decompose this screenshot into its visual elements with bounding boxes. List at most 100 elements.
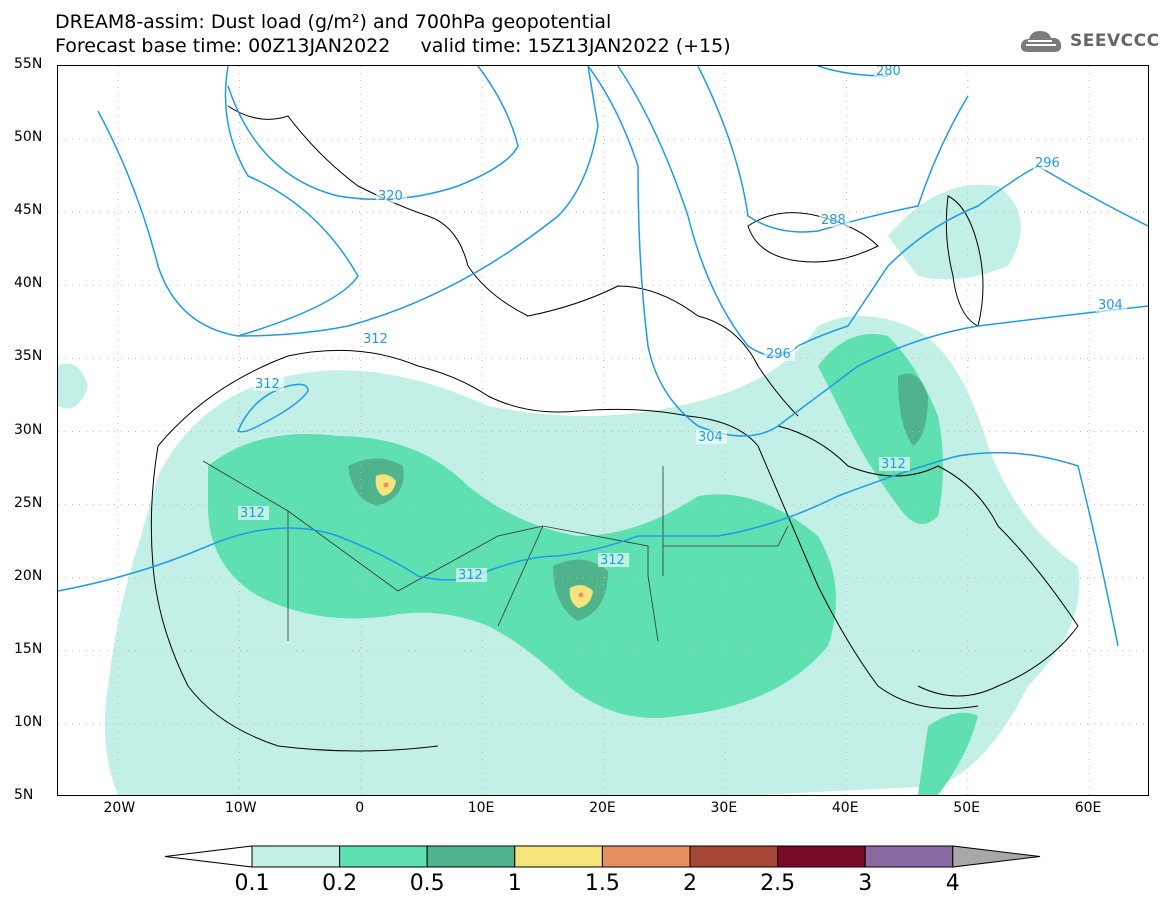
dust-field: [58, 184, 1080, 795]
lon-tick-label: 20E: [589, 800, 616, 816]
title-line-2: Forecast base time: 00Z13JAN2022 valid t…: [55, 35, 731, 57]
contour-label-bg: [1096, 298, 1127, 312]
country-borders: [202, 460, 789, 642]
contour-label-bg: [819, 213, 850, 227]
coastline-africa-west: [150, 445, 439, 752]
lon-tick-label: 0: [355, 800, 365, 816]
contour-312-north: [237, 66, 599, 337]
lat-tick-label: 5N: [14, 787, 34, 803]
coastline-europe: [227, 105, 799, 417]
contour-320: [97, 66, 519, 337]
contour-label: 312: [363, 332, 388, 347]
contour-label-bg: [253, 377, 284, 391]
dust-area-medium-horn: [918, 712, 978, 795]
contour-label: 296: [766, 347, 791, 362]
colorbar-segment: [339, 845, 428, 868]
contour-label-bg: [238, 506, 269, 520]
dust-peak-2: [578, 592, 584, 598]
colorbar-level-label: 3: [858, 871, 873, 896]
colorbar-segments: [164, 845, 1041, 868]
contour-label: 304: [698, 430, 723, 445]
contour-label-bg: [764, 347, 795, 361]
contour-label: 312: [458, 568, 483, 583]
logo-text: SEEVCCC: [1070, 31, 1160, 51]
lon-tick-label: 10W: [224, 800, 257, 816]
contour-label-bg: [874, 66, 905, 78]
contour-label: 304: [1098, 298, 1123, 313]
contour-label: 312: [240, 506, 265, 521]
lat-tick-label: 45N: [14, 202, 43, 219]
seevccc-logo: SEEVCCC: [1018, 26, 1160, 56]
dust-area-light-caspian: [888, 184, 1021, 280]
colorbar-level-label: 1.5: [584, 871, 620, 896]
lat-tick-label: 15N: [14, 640, 43, 657]
lon-tick-label: 50E: [953, 800, 980, 816]
lon-tick-label: 10E: [467, 800, 495, 816]
contour-label: 312: [600, 553, 625, 568]
coastline-africa-north: [157, 349, 759, 447]
coastline-black-sea: [747, 212, 879, 263]
colorbar-segment: [251, 845, 341, 868]
cloud-icon: [1020, 31, 1062, 52]
contour-label-bg: [376, 189, 407, 203]
contour-label: 312: [881, 457, 906, 472]
contour-label: 288: [821, 213, 846, 228]
lon-tick-label: 40E: [831, 800, 859, 816]
colorbar-max-arrow: [952, 845, 1041, 868]
lat-tick-label: 20N: [14, 567, 43, 584]
contour-296: [617, 66, 1148, 357]
contour-288: [697, 66, 969, 233]
colorbar-segment: [514, 845, 603, 868]
colorbar: [164, 845, 1041, 868]
colorbar-level-label: 2.5: [760, 871, 796, 896]
coastline-red-sea: [757, 445, 979, 709]
colorbar-level-label: 4: [945, 871, 960, 896]
contour-label: 320: [378, 189, 403, 204]
colorbar-segment: [601, 845, 691, 868]
map-title: DREAM8-assim: Dust load (g/m²) and 700hP…: [55, 10, 731, 58]
contour-312-loop: [237, 383, 309, 433]
contour-label-bg: [598, 553, 629, 567]
lat-tick-label: 30N: [14, 421, 43, 438]
geopotential-contours: [58, 66, 1148, 647]
colorbar-segment: [864, 845, 954, 868]
colorbar-level-label: 2: [683, 871, 697, 896]
colorbar-min-arrow: [164, 845, 253, 868]
contour-312-south: [58, 451, 1119, 647]
lat-tick-label: 55N: [14, 56, 43, 72]
contour-label-bg: [879, 457, 910, 471]
contour-label-bg: [361, 332, 392, 346]
lat-tick-label: 25N: [14, 494, 43, 511]
colorbar-segment: [689, 845, 779, 868]
lon-tick-label: 20W: [103, 800, 136, 816]
colorbar-segment: [426, 845, 516, 868]
dust-area-light-west: [58, 363, 88, 409]
contour-label: 280: [876, 66, 901, 79]
map-area: 280 296 288 320 304 312 296 304 312 312 312 312 312: [57, 65, 1149, 796]
map-canvas: 280 296 288 320 304 312 296 304 312 312 312 312 312: [58, 66, 1148, 795]
title-line-1: DREAM8-assim: Dust load (g/m²) and 700hP…: [55, 11, 612, 33]
contour-label: 296: [1035, 156, 1060, 171]
colorbar-level-label: 0.2: [322, 871, 358, 896]
contour-label: 312: [255, 377, 280, 392]
lat-tick-label: 35N: [14, 348, 43, 365]
dust-area-medium-sahara: [208, 434, 836, 718]
coastlines: [150, 105, 1079, 752]
contour-label-bg: [1033, 156, 1064, 170]
contour-304: [587, 66, 1148, 437]
colorbar-segment: [777, 845, 866, 868]
contour-labels: 280 296 288 320 304 312 296 304 312 312 312 312 312: [238, 66, 1127, 583]
contour-label-bg: [696, 430, 727, 444]
lat-tick-label: 40N: [14, 275, 43, 292]
colorbar-level-label: 1: [507, 871, 522, 896]
dust-area-dark-3: [898, 373, 928, 446]
lon-tick-label: 30E: [710, 800, 738, 816]
dust-peak-1: [383, 482, 389, 488]
lon-tick-label: 60E: [1074, 800, 1102, 816]
lat-tick-label: 50N: [14, 129, 43, 146]
contour-label-bg: [456, 568, 487, 582]
coastline-arabia: [777, 425, 1079, 697]
colorbar-level-label: 0.1: [234, 871, 270, 896]
lat-tick-label: 10N: [14, 713, 43, 730]
colorbar-level-label: 0.5: [409, 871, 445, 896]
